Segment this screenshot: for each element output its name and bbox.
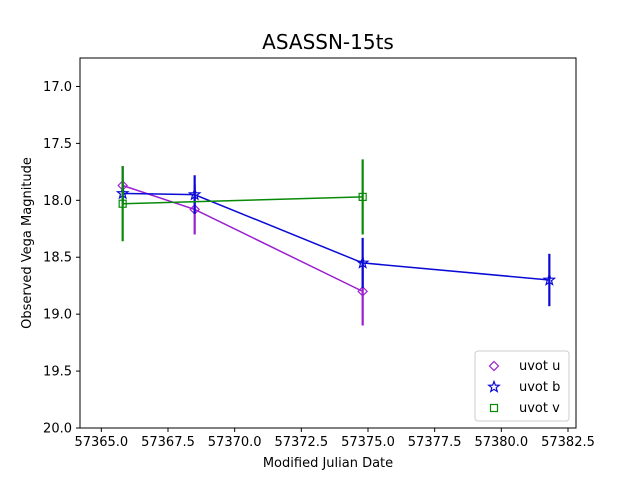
series-line-uvot-v — [122, 196, 363, 205]
y-tick-label: 19.0 — [43, 308, 72, 323]
x-tick-label: 57372.5 — [274, 435, 328, 450]
legend-label-uvot-b: uvot b — [519, 380, 560, 395]
x-tick-label: 57365.0 — [74, 435, 128, 450]
plot-area — [115, 159, 557, 326]
y-axis: 17.0 17.5 18.0 18.5 19.0 19.5 20.0 — [43, 80, 80, 437]
data-point-uvot-b — [187, 187, 202, 201]
y-tick-label: 20.0 — [43, 422, 72, 437]
y-tick-label: 17.0 — [43, 80, 72, 95]
series-line-uvot-b — [122, 192, 550, 281]
series-uvot-v — [118, 159, 367, 242]
legend-marker-uvot-b — [487, 379, 501, 393]
legend-marker-uvot-u — [488, 360, 500, 372]
x-axis: 57365.0 57367.5 57370.0 57372.5 57375.0 57377… — [74, 428, 595, 450]
x-tick-label: 57382.5 — [541, 435, 595, 450]
data-point-uvot-v — [358, 192, 367, 201]
legend-label-uvot-v: uvot v — [519, 401, 560, 416]
legend-marker-uvot-v — [489, 403, 499, 413]
data-point-uvot-b — [355, 255, 370, 269]
legend: uvot u uvot b uvot v — [474, 350, 570, 422]
x-tick-label: 57380.0 — [474, 435, 528, 450]
plot-frame — [79, 57, 577, 429]
data-point-uvot-v — [118, 199, 127, 208]
y-axis-label: Observed Vega Magnitude — [20, 157, 35, 329]
x-axis-label: Modified Julian Date — [263, 456, 393, 471]
y-tick-label: 18.0 — [43, 194, 72, 209]
x-tick-label: 57370.0 — [208, 435, 262, 450]
x-tick-label: 57367.5 — [141, 435, 195, 450]
x-tick-label: 57377.5 — [408, 435, 462, 450]
y-tick-label: 17.5 — [43, 137, 72, 152]
data-point-uvot-b — [542, 272, 557, 286]
data-point-uvot-u — [357, 286, 369, 297]
y-tick-label: 18.5 — [43, 251, 72, 266]
y-tick-label: 19.5 — [43, 365, 72, 380]
legend-frame — [474, 350, 570, 422]
chart-title: ASASSN-15ts — [262, 30, 394, 54]
legend-label-uvot-u: uvot u — [519, 359, 560, 374]
x-tick-label: 57375.0 — [341, 435, 395, 450]
